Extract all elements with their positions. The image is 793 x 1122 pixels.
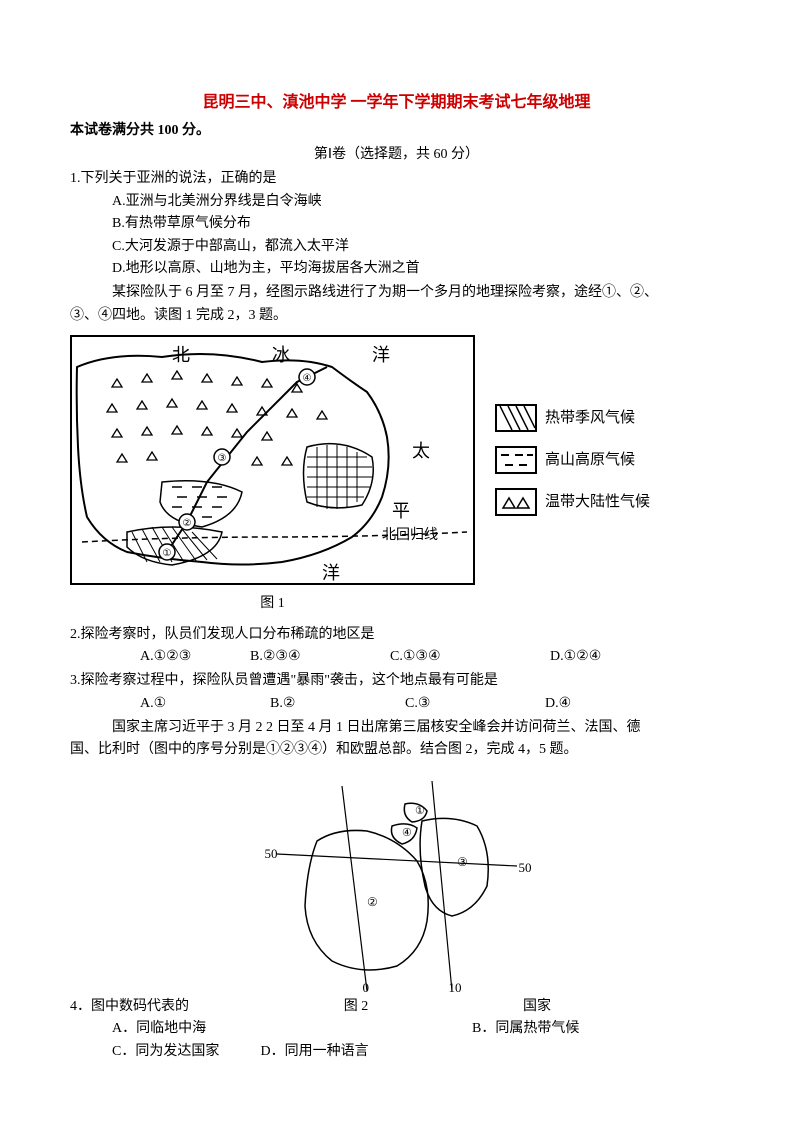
question-3: 3.探险考察过程中，探险队员曾遭遇"暴雨"袭击，这个地点最有可能是 A.① B.…	[70, 670, 723, 715]
label-0: 0	[363, 978, 370, 999]
intro2-line1: 国家主席习近平于 3 月 2 2 日至 4 月 1 日出席第三届核安全峰会并访问…	[70, 717, 723, 739]
map2-svg: ① ② ③ ④	[257, 766, 537, 996]
q3-option-a: A.①	[140, 693, 270, 715]
q1-option-c: C.大河发源于中部高山，都流入太平洋	[70, 236, 723, 258]
q1-text: 1.下列关于亚洲的说法，正确的是	[70, 168, 723, 190]
figure-1-map: ① ② ③ ④ 北 冰 洋 太 平 北回归线 洋	[70, 335, 475, 585]
label-ocean1: 洋	[372, 341, 390, 370]
question-1: 1.下列关于亚洲的说法，正确的是 A.亚洲与北美洲分界线是白令海峡 B.有热带草…	[70, 168, 723, 280]
q3-option-d: D.④	[545, 693, 571, 715]
q3-option-c: C.③	[405, 693, 545, 715]
q2-text: 2.探险考察时，队员们发现人口分布稀疏的地区是	[70, 624, 723, 646]
legend-box-dash	[495, 446, 537, 474]
figure-2-caption: 图 2	[189, 996, 523, 1018]
q4-option-c: C．同为发达国家	[112, 1041, 257, 1063]
q4-text: 4．图中数码代表的	[70, 996, 189, 1018]
figure-1-caption: 图 1	[70, 593, 475, 615]
svg-text:①: ①	[163, 548, 172, 559]
legend-item-3: 温带大陆性气候	[495, 488, 650, 516]
svg-text:③: ③	[457, 855, 468, 869]
label-pacific2: 平	[392, 497, 410, 526]
intro-1: 某探险队于 6 月至 7 月，经图示路线进行了为期一个多月的地理探险考察，途经①…	[70, 282, 723, 327]
q4-option-a: A．同临地中海	[112, 1018, 472, 1040]
svg-text:③: ③	[218, 453, 227, 464]
intro1-line2: ③、④四地。读图 1 完成 2，3 题。	[70, 305, 723, 327]
question-2: 2.探险考察时，队员们发现人口分布稀疏的地区是 A.①②③ B.②③④ C.①③…	[70, 624, 723, 669]
label-10: 10	[449, 978, 462, 999]
legend-text-2: 高山高原气候	[545, 448, 635, 472]
q4-text2: 国家	[523, 996, 723, 1018]
intro1-line1: 某探险队于 6 月至 7 月，经图示路线进行了为期一个多月的地理探险考察，途经①…	[70, 282, 723, 304]
q1-option-b: B.有热带草原气候分布	[70, 213, 723, 235]
legend-item-2: 高山高原气候	[495, 446, 650, 474]
label-north: 北	[172, 341, 190, 370]
q3-options: A.① B.② C.③ D.④	[70, 693, 723, 715]
legend-item-1: 热带季风气候	[495, 404, 650, 432]
label-ocean2: 洋	[322, 559, 340, 588]
figure-1-legend: 热带季风气候 高山高原气候 温带大陆性气候	[495, 390, 650, 530]
label-tropic: 北回归线	[382, 525, 438, 547]
q1-option-a: A.亚洲与北美洲分界线是白令海峡	[70, 191, 723, 213]
q2-option-c: C.①③④	[390, 646, 550, 668]
svg-text:④: ④	[402, 827, 412, 839]
svg-text:①: ①	[415, 805, 425, 817]
label-50-left: 50	[265, 844, 278, 865]
q2-option-a: A.①②③	[140, 646, 250, 668]
section-header: 第Ⅰ卷（选择题，共 60 分）	[70, 144, 723, 166]
exam-subtitle: 本试卷满分共 100 分。	[70, 120, 723, 142]
question-4: 4．图中数码代表的 图 2 国家 A．同临地中海 B．同属热带气候 C．同为发达…	[70, 996, 723, 1063]
svg-text:④: ④	[303, 373, 312, 384]
figure-2-map: ① ② ③ ④ 50 50 0 10	[257, 766, 537, 996]
q3-option-b: B.②	[270, 693, 405, 715]
intro2-line2: 国、比利时（图中的序号分别是①②③④）和欧盟总部。结合图 2，完成 4，5 题。	[70, 739, 723, 761]
q4-option-b: B．同属热带气候	[472, 1018, 579, 1040]
legend-box-hatch	[495, 404, 537, 432]
q2-option-b: B.②③④	[250, 646, 390, 668]
q2-option-d: D.①②④	[550, 646, 601, 668]
q2-options: A.①②③ B.②③④ C.①③④ D.①②④	[70, 646, 723, 668]
intro-2: 国家主席习近平于 3 月 2 2 日至 4 月 1 日出席第三届核安全峰会并访问…	[70, 717, 723, 762]
legend-text-3: 温带大陆性气候	[545, 490, 650, 514]
legend-text-1: 热带季风气候	[545, 406, 635, 430]
svg-text:②: ②	[183, 518, 192, 529]
q3-text: 3.探险考察过程中，探险队员曾遭遇"暴雨"袭击，这个地点最有可能是	[70, 670, 723, 692]
svg-text:②: ②	[367, 895, 378, 909]
figure-1-container: ① ② ③ ④ 北 冰 洋 太 平 北回归线 洋 热带季风气候 高山高原气候	[70, 335, 723, 585]
exam-title: 昆明三中、滇池中学 一学年下学期期末考试七年级地理	[70, 90, 723, 116]
figure-2-container: ① ② ③ ④ 50 50 0 10	[70, 766, 723, 996]
q4-option-d: D．同用一种语言	[261, 1044, 369, 1059]
legend-box-triangle	[495, 488, 537, 516]
q1-option-d: D.地形以高原、山地为主，平均海拔居各大洲之首	[70, 258, 723, 280]
label-50-right: 50	[519, 858, 532, 879]
label-arctic: 冰	[272, 341, 290, 370]
label-pacific1: 太	[412, 437, 430, 466]
